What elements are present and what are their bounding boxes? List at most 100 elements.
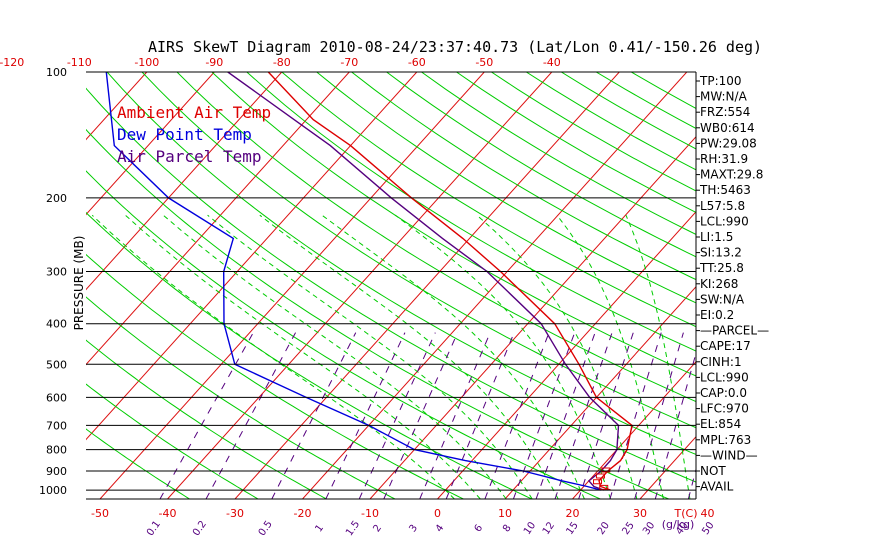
mixing-ratio-tick-label: 0.2 xyxy=(191,519,209,538)
index-label: EI:0.2 xyxy=(700,308,734,322)
y-tick-label: 600 xyxy=(46,391,67,404)
index-label: —PARCEL— xyxy=(700,324,769,338)
mixing-ratio-tick-label: 30 xyxy=(641,520,657,537)
mixing-ratio-tick-label: 1.5 xyxy=(344,519,362,538)
mixing-ratio-tick: 0.1 xyxy=(145,519,163,538)
dry-adiabat-line xyxy=(386,72,696,258)
index-label: TT:25.8 xyxy=(699,261,744,275)
x-tick-label-bottom: -30 xyxy=(226,507,244,520)
isotherm-line xyxy=(86,72,215,216)
isotherm-line xyxy=(167,72,553,499)
x-tick-label-bottom: -10 xyxy=(361,507,379,520)
mixing-ratio-tick-label: 6 xyxy=(473,523,486,535)
mixing-ratio-tick-label: 3 xyxy=(407,523,420,535)
dry-adiabat-line xyxy=(246,72,696,352)
legend-entry: Dew Point Temp xyxy=(117,125,252,144)
moist-adiabat-line xyxy=(476,214,638,499)
index-label: —WIND— xyxy=(700,448,758,462)
y-tick-label: 500 xyxy=(46,358,67,371)
mixing-ratio-tick-label: 10 xyxy=(522,520,538,537)
isotherm-line xyxy=(234,72,620,499)
isotherm-line xyxy=(0,72,12,499)
isotherm-line xyxy=(86,72,418,441)
x-tick-label-bottom: -40 xyxy=(159,507,177,520)
isotherm-line xyxy=(775,72,870,499)
mixing-ratio-tick-label: 20 xyxy=(596,520,612,537)
dry-adiabat-line xyxy=(86,253,464,499)
index-label: CINH:1 xyxy=(700,355,742,369)
mixing-ratio-line xyxy=(159,332,254,499)
dry-adiabat-line xyxy=(211,72,696,377)
y-tick-label: 800 xyxy=(46,444,67,457)
index-label: LCL:990 xyxy=(700,370,749,384)
mixing-ratio-line xyxy=(383,332,459,499)
chart-title: AIRS SkewT Diagram 2010-08-24/23:37:40.7… xyxy=(148,38,762,56)
mixing-ratio-tick-label: 12 xyxy=(541,520,557,537)
x-tick-label-top: -40 xyxy=(543,56,561,69)
x-tick-label-top: -120 xyxy=(0,56,24,69)
x-tick-label-top: -70 xyxy=(340,56,358,69)
dry-adiabat-line xyxy=(86,428,190,499)
index-label: LCL:990 xyxy=(700,214,749,228)
moist-adiabat-line xyxy=(91,214,455,499)
moist-adiabat-line xyxy=(394,214,612,499)
x-tick-label-bottom: 20 xyxy=(566,507,580,520)
mixing-ratio-tick-label: 0.5 xyxy=(257,519,275,538)
dry-adiabat-line xyxy=(281,72,696,328)
dry-adiabat-line xyxy=(351,72,696,281)
x-tick-label-top: -50 xyxy=(475,56,493,69)
index-label: SW:N/A xyxy=(700,292,745,306)
mixing-ratio-tick: 0.2 xyxy=(191,519,209,538)
isotherm-line xyxy=(437,211,696,499)
x-tick-label-top: -80 xyxy=(273,56,291,69)
mixing-ratio-tick: 25 xyxy=(620,520,636,537)
moist-adiabat-line xyxy=(625,215,691,499)
isotherm-line xyxy=(302,72,688,499)
mixing-ratio-tick: 6 xyxy=(473,523,486,535)
wind-barb xyxy=(599,484,609,490)
mixing-ratio-tick-label: 25 xyxy=(620,520,636,537)
isotherm-line xyxy=(504,286,696,499)
isotherm-line xyxy=(99,72,485,499)
grid-layer xyxy=(0,72,870,499)
index-label: PW:29.08 xyxy=(700,136,757,150)
wind-barb xyxy=(595,473,605,479)
x-axis-label-bottom: T(C) xyxy=(674,507,698,520)
x-tick-label-top: -100 xyxy=(134,56,159,69)
legend-entry: Air Parcel Temp xyxy=(117,147,262,166)
index-label: MAXT:29.8 xyxy=(700,168,763,182)
mixing-ratio-tick: 15 xyxy=(564,520,580,537)
mixing-ratio-tick-label: 50 xyxy=(700,520,716,537)
y-tick-label: 400 xyxy=(46,318,67,331)
x-tick-label-bottom: 30 xyxy=(633,507,647,520)
x-tick-label-top: -110 xyxy=(67,56,92,69)
mixing-ratio-tick: 4 xyxy=(434,523,447,535)
profile-line-parcel-temp xyxy=(227,72,620,491)
mixing-ratio-tick: 8 xyxy=(501,523,514,535)
mixing-ratio-unit-label: (g/kg) xyxy=(662,518,695,531)
x-tick-label-bottom: -50 xyxy=(91,507,109,520)
index-label: FRZ:554 xyxy=(700,105,750,119)
index-label: L57:5.8 xyxy=(700,199,745,213)
legend: Ambient Air Temp Dew Point Temp Air Parcel… xyxy=(117,103,271,166)
isotherm-line xyxy=(86,72,283,291)
y-tick-label: 300 xyxy=(46,266,67,279)
y-tick-label: 1000 xyxy=(39,484,67,497)
dry-adiabat-line xyxy=(86,339,327,499)
dry-adiabat-line xyxy=(86,87,696,483)
mixing-ratio-tick-label: 15 xyxy=(564,520,580,537)
moist-adiabat-line xyxy=(162,214,507,499)
index-label: TP:100 xyxy=(699,74,742,88)
mixing-ratio-tick: 3 xyxy=(407,523,420,535)
index-label: LI:1.5 xyxy=(700,230,733,244)
x-tick-label-bottom: 0 xyxy=(434,507,441,520)
dry-adiabat-line xyxy=(86,170,601,499)
mixing-ratio-tick: 50 xyxy=(700,520,716,537)
dry-adiabat-line xyxy=(141,72,696,429)
x-tick-label-bottom: -20 xyxy=(294,507,312,520)
isotherm-line xyxy=(843,72,870,499)
isotherm-line xyxy=(572,361,696,499)
dry-adiabat-line xyxy=(526,72,696,171)
y-axis-label: PRESSURE (MB) xyxy=(72,236,86,331)
